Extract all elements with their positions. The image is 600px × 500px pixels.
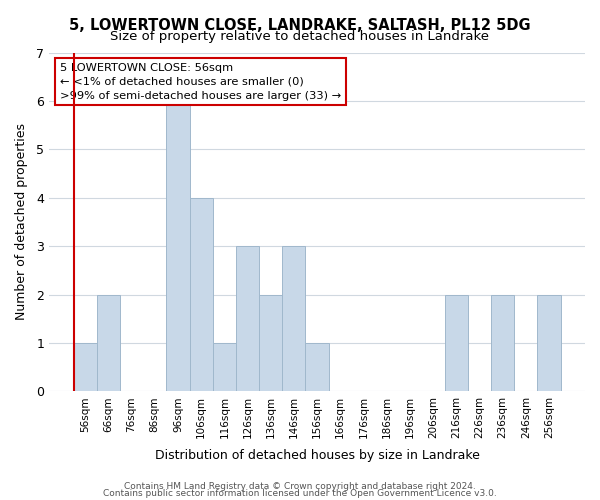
Bar	[213, 343, 236, 392]
Bar	[305, 343, 329, 392]
Bar	[97, 294, 120, 392]
Bar	[283, 246, 305, 392]
Y-axis label: Number of detached properties: Number of detached properties	[15, 124, 28, 320]
Bar	[445, 294, 468, 392]
Bar	[236, 246, 259, 392]
Text: 5 LOWERTOWN CLOSE: 56sqm
← <1% of detached houses are smaller (0)
>99% of semi-d: 5 LOWERTOWN CLOSE: 56sqm ← <1% of detach…	[60, 62, 341, 100]
Text: Contains HM Land Registry data © Crown copyright and database right 2024.: Contains HM Land Registry data © Crown c…	[124, 482, 476, 491]
Bar	[166, 101, 190, 392]
Bar	[190, 198, 213, 392]
Bar	[259, 294, 283, 392]
Bar	[538, 294, 560, 392]
Bar	[74, 343, 97, 392]
Bar	[491, 294, 514, 392]
Text: Contains public sector information licensed under the Open Government Licence v3: Contains public sector information licen…	[103, 489, 497, 498]
X-axis label: Distribution of detached houses by size in Landrake: Distribution of detached houses by size …	[155, 450, 479, 462]
Text: Size of property relative to detached houses in Landrake: Size of property relative to detached ho…	[110, 30, 490, 43]
Text: 5, LOWERTOWN CLOSE, LANDRAKE, SALTASH, PL12 5DG: 5, LOWERTOWN CLOSE, LANDRAKE, SALTASH, P…	[69, 18, 531, 32]
